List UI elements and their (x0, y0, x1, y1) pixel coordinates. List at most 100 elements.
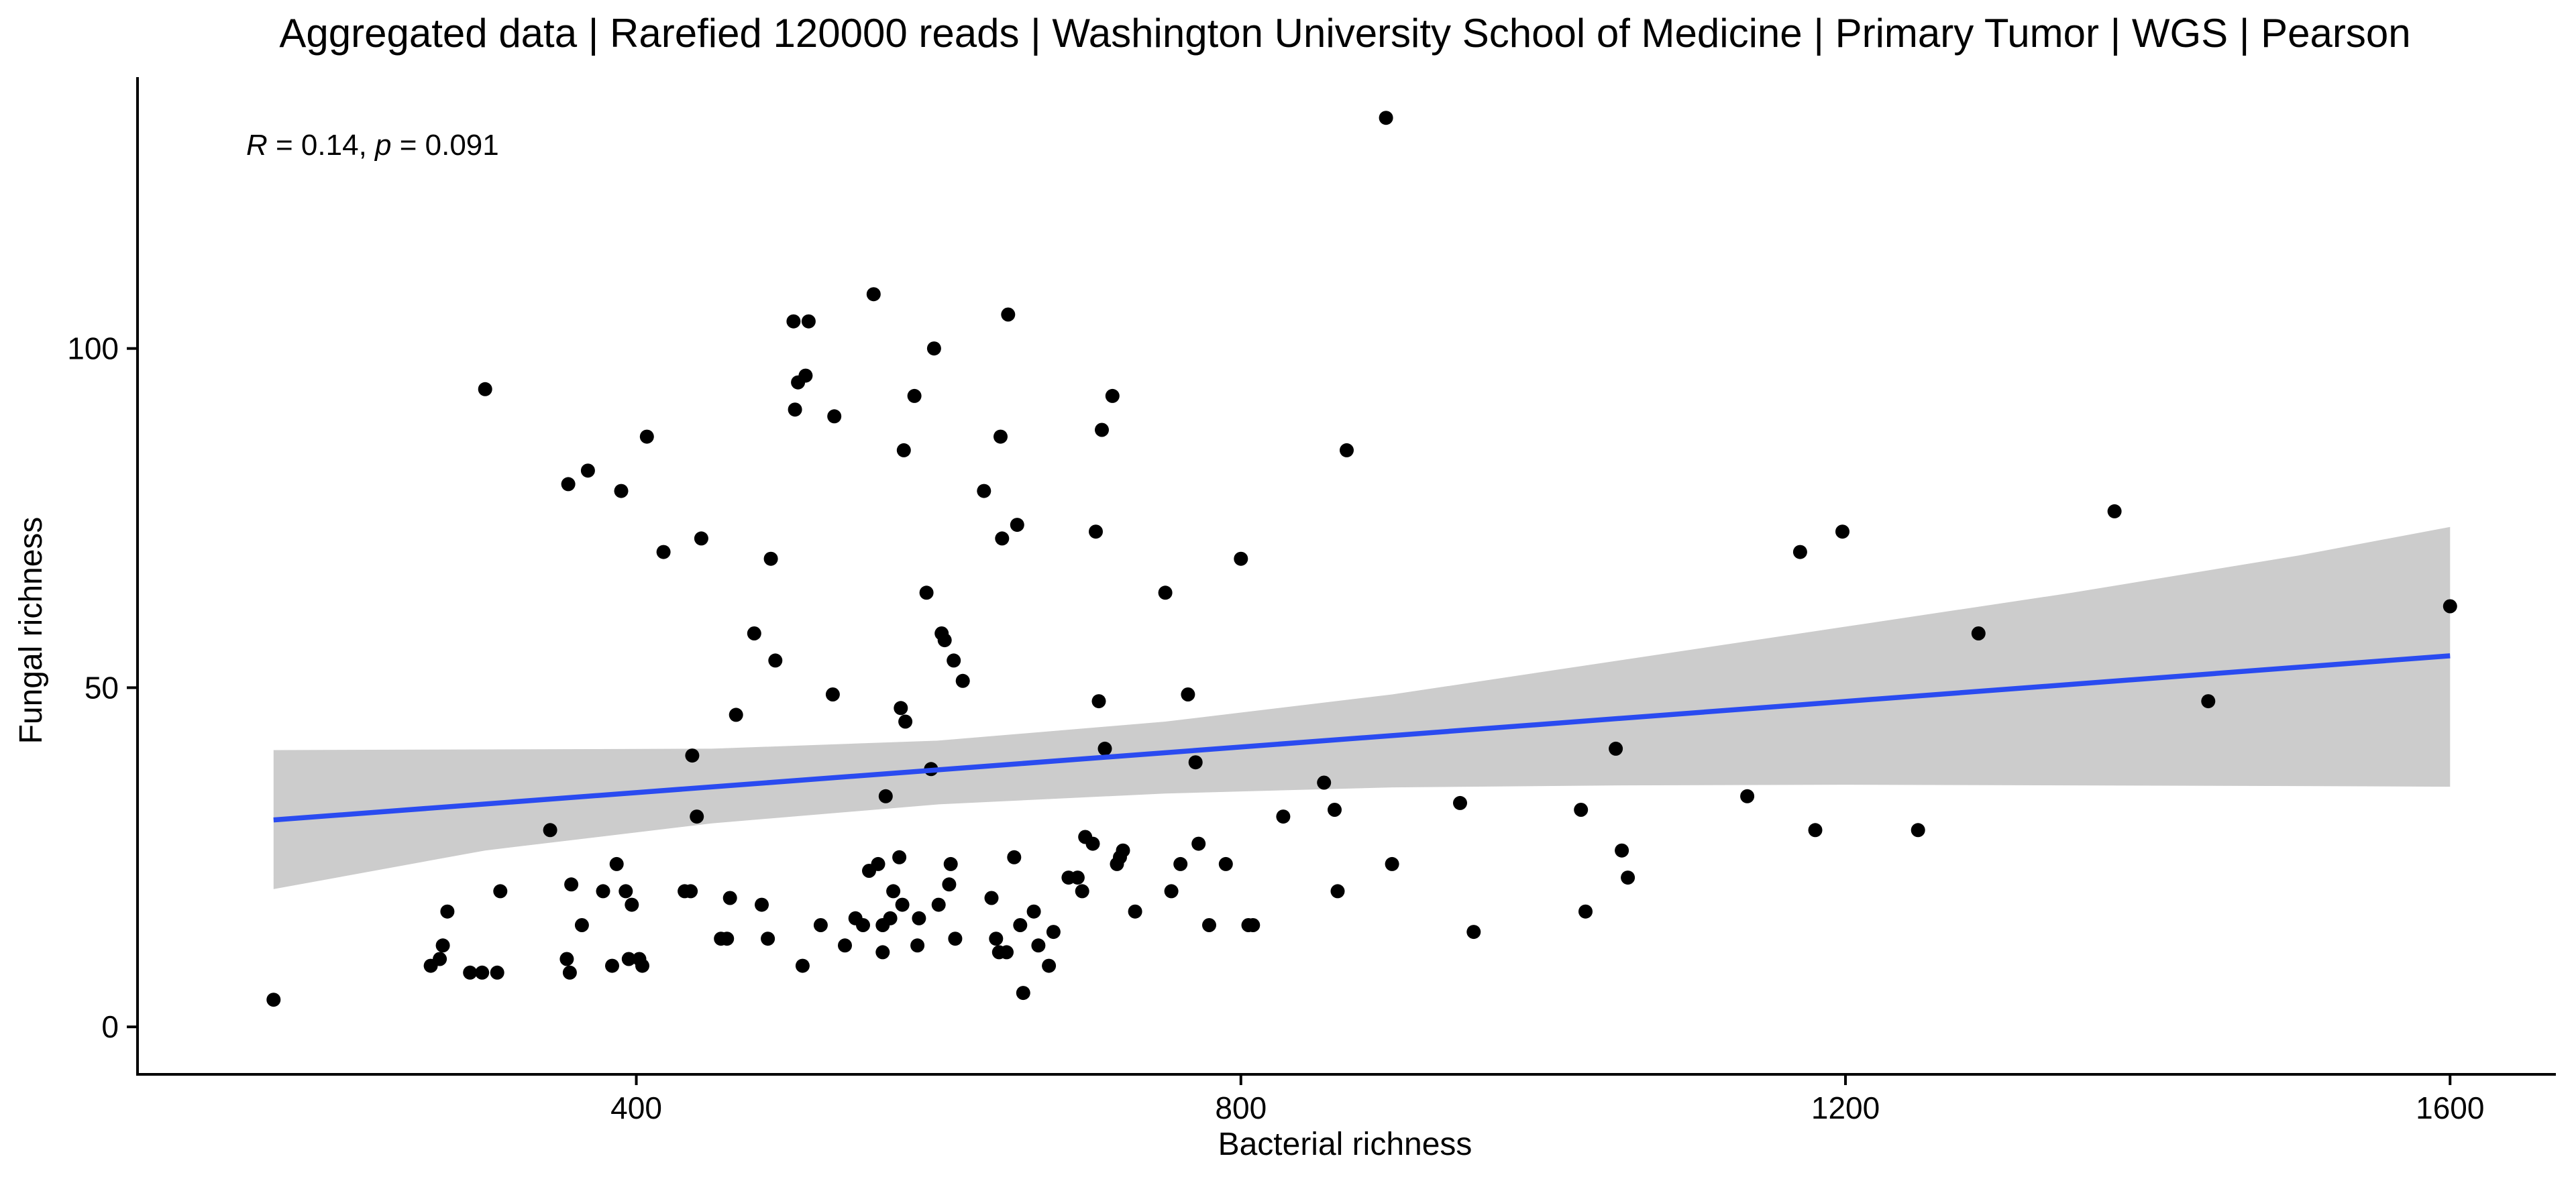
confidence-band (273, 526, 2451, 889)
data-point (1971, 626, 1986, 640)
data-point (919, 585, 934, 600)
data-point (994, 429, 1008, 444)
data-point (684, 884, 698, 899)
p-value: = 0.091 (392, 129, 499, 162)
data-point (1340, 443, 1354, 457)
data-point (1116, 843, 1130, 858)
data-point (2443, 599, 2457, 614)
data-point (1013, 918, 1028, 932)
data-point (1276, 809, 1291, 824)
data-point (896, 443, 911, 457)
data-point (1000, 945, 1014, 960)
data-point (564, 877, 579, 892)
data-point (694, 531, 708, 546)
x-tick-label: 1200 (1811, 1090, 1880, 1125)
r-value: = 0.14, (268, 129, 375, 162)
regression-line-layer (273, 653, 2451, 823)
data-point (574, 918, 589, 932)
data-point (878, 789, 893, 803)
data-point (639, 429, 654, 444)
data-point (795, 958, 810, 973)
data-point (910, 938, 925, 953)
data-point (1085, 836, 1100, 851)
data-point (561, 477, 576, 492)
data-point (1740, 789, 1755, 803)
data-point (912, 911, 926, 925)
data-point (1016, 986, 1030, 1001)
data-point (875, 945, 890, 960)
data-point (433, 952, 447, 966)
data-point (729, 708, 743, 722)
data-point (1330, 884, 1345, 899)
data-point (907, 388, 922, 403)
data-point (768, 653, 783, 668)
data-point (1615, 843, 1629, 858)
data-point (926, 341, 941, 356)
data-point (1328, 803, 1342, 817)
data-point (866, 287, 881, 302)
data-point (1453, 795, 1467, 810)
y-tick-label: 100 (67, 331, 119, 366)
data-point (937, 633, 952, 648)
data-point (1026, 904, 1041, 919)
data-point (580, 463, 595, 478)
data-point (1379, 111, 1393, 125)
data-point (1317, 775, 1332, 790)
data-point (1466, 925, 1481, 940)
y-tick-label: 50 (85, 670, 119, 705)
data-point (543, 823, 557, 838)
data-point (1164, 884, 1179, 899)
data-point (1191, 836, 1206, 851)
data-point (838, 938, 852, 953)
data-point (955, 673, 970, 688)
data-point (886, 884, 901, 899)
data-point (871, 856, 885, 871)
data-point (984, 891, 999, 905)
data-point (1188, 755, 1203, 770)
data-point (490, 965, 504, 980)
data-point (948, 932, 963, 946)
data-point (690, 809, 704, 824)
confidence-band-layer (273, 526, 2451, 889)
data-point (720, 932, 735, 946)
data-point (1246, 918, 1260, 932)
data-point (1609, 741, 1623, 756)
data-point (1621, 870, 1635, 885)
data-point (1234, 551, 1248, 566)
data-point (614, 484, 629, 498)
data-point (943, 856, 958, 871)
data-point (1911, 823, 1925, 838)
data-point (763, 551, 778, 566)
data-point (1007, 850, 1022, 864)
data-point (625, 897, 639, 912)
data-point (977, 484, 991, 498)
data-point (266, 993, 281, 1007)
data-point (1808, 823, 1823, 838)
data-point (798, 368, 813, 383)
data-point (761, 932, 775, 946)
data-point (995, 531, 1010, 546)
data-point (1385, 856, 1399, 871)
data-point (1089, 524, 1103, 539)
data-point (2201, 694, 2216, 709)
r-symbol: R (246, 129, 268, 162)
data-point (440, 904, 455, 919)
data-point (1574, 803, 1589, 817)
data-point (825, 687, 840, 701)
chart-title: Aggregated data | Rarefied 120000 reads … (279, 11, 2410, 56)
data-point (755, 897, 769, 912)
data-point (1001, 307, 1016, 322)
y-axis-title: Fungal richness (13, 517, 49, 744)
data-point (463, 965, 478, 980)
axes-layer: 400 800 1200 1600 0 50 100 (67, 77, 2556, 1125)
data-point (1218, 856, 1233, 871)
x-tick-label: 400 (610, 1090, 662, 1125)
data-point (747, 626, 761, 640)
correlation-annotation: R = 0.14, p = 0.091 (246, 129, 499, 162)
data-point (813, 918, 828, 932)
data-point (1042, 958, 1057, 973)
data-point (596, 884, 610, 899)
data-point (621, 952, 636, 966)
data-point (942, 877, 957, 892)
